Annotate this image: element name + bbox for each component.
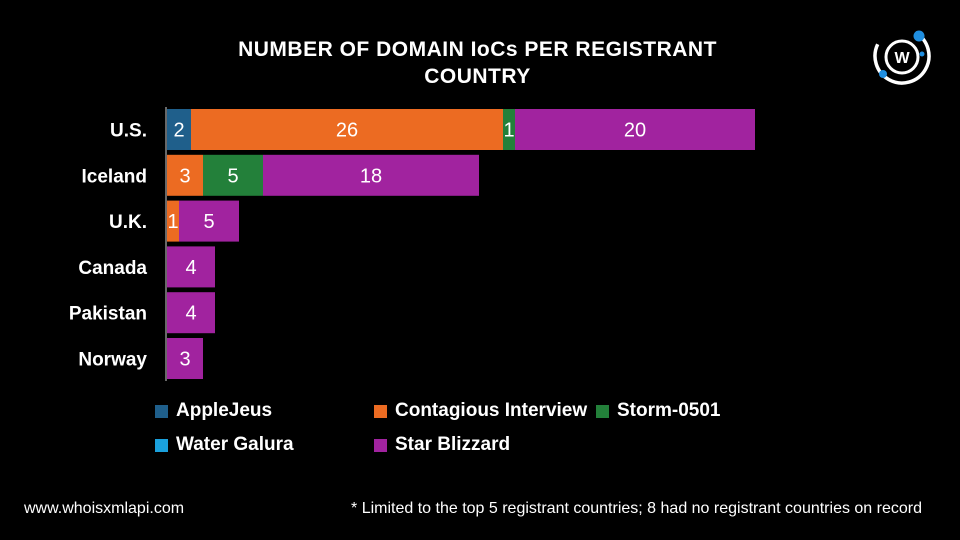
category-label-pakistan: Pakistan: [69, 304, 147, 325]
bar-u-s--star-blizzard: [515, 109, 755, 150]
legend-item-contagious-interview: Contagious Interview: [374, 400, 587, 422]
chart-title-line-1: NUMBER OF DOMAIN IoCs PER REGISTRANT: [238, 38, 717, 61]
category-label-u-k-: U.K.: [109, 212, 147, 233]
footer-note: * Limited to the top 5 registrant countr…: [351, 500, 922, 517]
bar-u-k--contagious-interview: [167, 200, 179, 242]
bar-norway-star-blizzard: [167, 338, 203, 379]
data-label-u-s--applejeus: 2: [173, 120, 184, 142]
data-label-iceland-contagious-interview: 3: [179, 165, 190, 187]
legend-item-applejeus: AppleJeus: [155, 400, 272, 422]
whoisxmlapi-logo-icon: W: [870, 24, 934, 93]
data-label-iceland-star-blizzard: 18: [360, 165, 382, 187]
category-label-iceland: Iceland: [82, 166, 147, 187]
legend-swatch-storm-0501: [596, 404, 609, 418]
bar-u-s--contagious-interview: [191, 109, 503, 150]
footer-website: www.whoisxmlapi.com: [24, 500, 185, 517]
bar-u-s--storm-0501: [503, 109, 515, 150]
bar-u-k--star-blizzard: [179, 200, 239, 242]
logo-letter: W: [894, 50, 910, 67]
legend-swatch-applejeus: [155, 404, 168, 418]
legend-label-star-blizzard: Star Blizzard: [395, 434, 511, 455]
data-label-u-s--contagious-interview: 26: [336, 120, 358, 142]
data-label-iceland-storm-0501: 5: [227, 165, 238, 187]
legend-item-storm-0501: Storm-0501: [596, 400, 721, 422]
bar-u-s--applejeus: [167, 109, 191, 150]
data-label-u-k--contagious-interview: 1: [167, 211, 178, 233]
legend-label-contagious-interview: Contagious Interview: [395, 400, 588, 421]
legend-label-applejeus: AppleJeus: [176, 400, 273, 421]
legend-swatch-contagious-interview: [374, 404, 387, 418]
data-label-u-s--storm-0501: 1: [503, 120, 514, 142]
category-label-u-s-: U.S.: [110, 121, 147, 142]
bar-pakistan-star-blizzard: [167, 292, 215, 334]
legend-swatch-star-blizzard: [374, 438, 387, 452]
legend-label-water-galura: Water Galura: [176, 434, 294, 455]
data-label-u-k--star-blizzard: 5: [203, 211, 214, 233]
data-label-u-s--star-blizzard: 20: [624, 120, 646, 142]
category-label-norway: Norway: [78, 350, 147, 371]
chart-title-line-2: COUNTRY: [424, 65, 531, 88]
legend-item-water-galura: Water Galura: [155, 434, 294, 456]
bar-iceland-star-blizzard: [263, 154, 479, 196]
data-label-canada-star-blizzard: 4: [185, 257, 196, 279]
data-label-pakistan-star-blizzard: 4: [185, 303, 196, 325]
chart-title: NUMBER OF DOMAIN IoCs PER REGISTRANT COU…: [0, 36, 955, 90]
bar-iceland-contagious-interview: [167, 154, 203, 196]
data-label-norway-star-blizzard: 3: [179, 349, 190, 371]
bar-iceland-storm-0501: [203, 154, 263, 196]
legend-label-storm-0501: Storm-0501: [617, 400, 721, 421]
category-label-canada: Canada: [78, 258, 147, 279]
legend-swatch-water-galura: [155, 438, 168, 452]
bar-canada-star-blizzard: [167, 246, 215, 288]
legend-item-star-blizzard: Star Blizzard: [374, 434, 510, 456]
